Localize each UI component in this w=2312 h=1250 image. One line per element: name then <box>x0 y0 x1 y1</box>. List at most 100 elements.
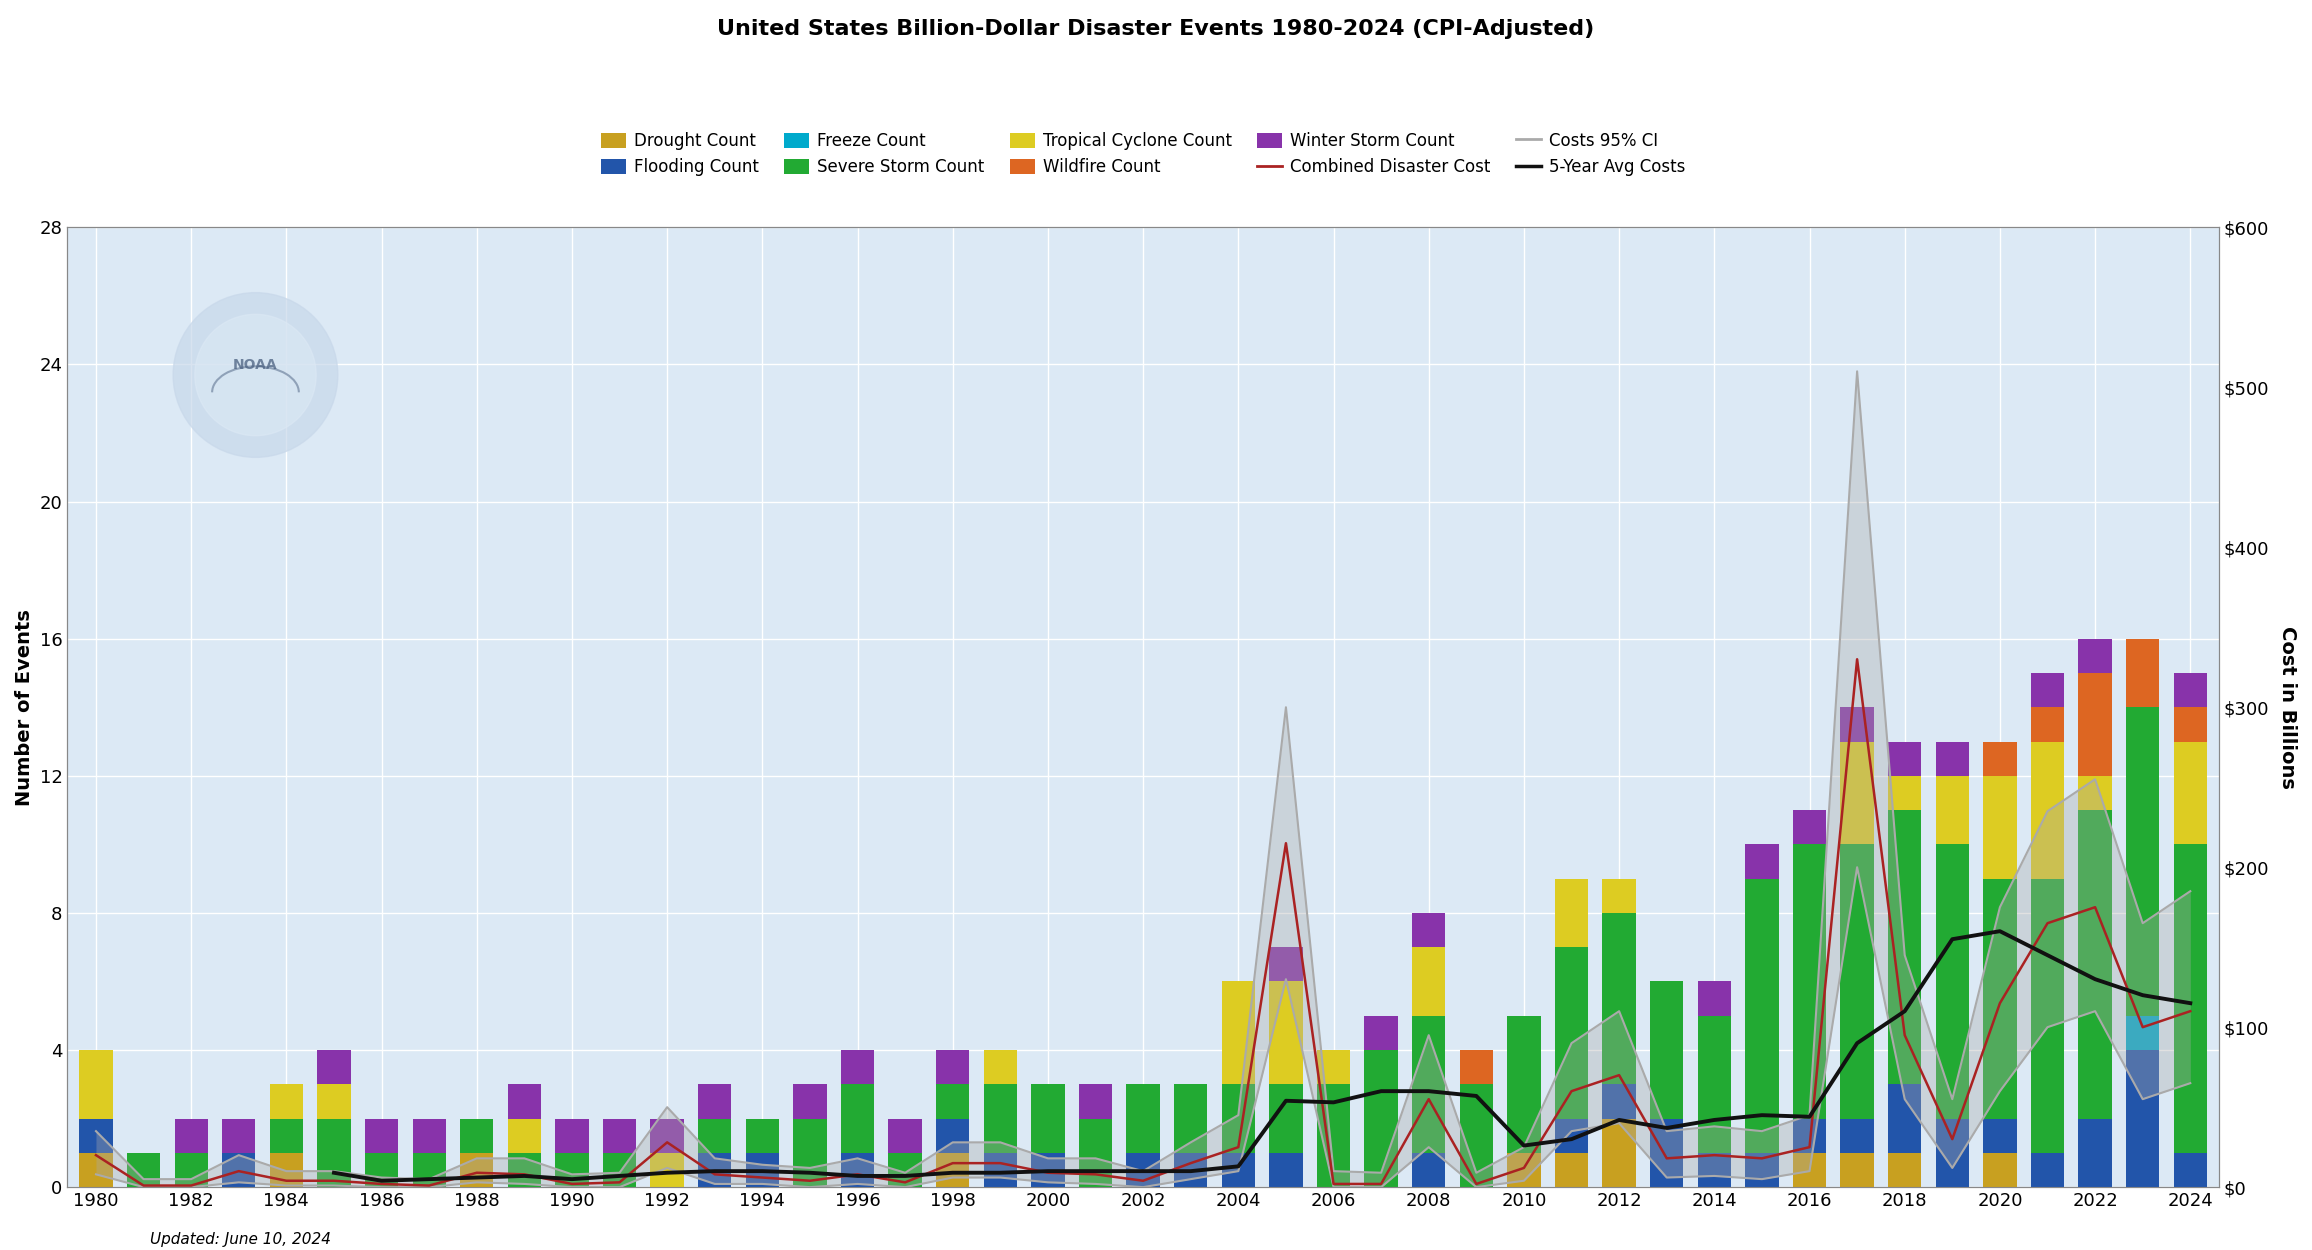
Bar <box>1602 879 1637 912</box>
Bar <box>365 1119 398 1152</box>
Bar <box>2127 1050 2159 1188</box>
Bar <box>1080 1084 1112 1119</box>
Bar <box>1792 1152 1826 1188</box>
Bar <box>2127 707 2159 1016</box>
Bar <box>650 1119 684 1152</box>
Bar <box>222 1152 254 1188</box>
Bar <box>1889 1084 1921 1152</box>
Bar <box>1221 1084 1255 1152</box>
Bar <box>1413 1016 1445 1152</box>
Bar <box>509 1152 541 1188</box>
Bar <box>1031 1152 1064 1188</box>
Bar <box>2173 1152 2208 1188</box>
Bar <box>1221 981 1255 1084</box>
Bar <box>2173 672 2208 707</box>
Bar <box>79 1119 113 1152</box>
Bar <box>1459 1084 1494 1188</box>
Bar <box>936 1050 969 1084</box>
Bar <box>1364 1050 1399 1188</box>
Bar <box>1269 1152 1302 1188</box>
Bar <box>2078 810 2111 1119</box>
Bar <box>1269 1084 1302 1152</box>
Bar <box>1507 1152 1540 1188</box>
Text: NOAA: NOAA <box>234 357 277 371</box>
Bar <box>603 1119 636 1152</box>
Bar <box>79 1050 113 1119</box>
Bar <box>317 1084 351 1119</box>
Bar <box>888 1119 922 1152</box>
Legend: Drought Count, Flooding Count, Freeze Count, Severe Storm Count, Tropical Cyclon: Drought Count, Flooding Count, Freeze Co… <box>594 125 1692 182</box>
Bar <box>2078 672 2111 776</box>
Bar <box>1935 1119 1970 1188</box>
Bar <box>1840 1119 1873 1152</box>
Bar <box>983 1152 1017 1188</box>
Bar <box>1984 1152 2016 1188</box>
Bar <box>509 1119 541 1152</box>
Bar <box>271 1119 303 1152</box>
Bar <box>365 1152 398 1188</box>
Text: Updated: June 10, 2024: Updated: June 10, 2024 <box>150 1231 331 1246</box>
Bar <box>1984 741 2016 776</box>
Y-axis label: Number of Events: Number of Events <box>14 609 35 806</box>
Bar <box>1174 1152 1207 1188</box>
Bar <box>2173 844 2208 1152</box>
Bar <box>1697 981 1732 1016</box>
Bar <box>1792 810 1826 844</box>
Bar <box>127 1152 160 1188</box>
Bar <box>1697 1016 1732 1152</box>
Bar <box>2078 776 2111 810</box>
Bar <box>1651 981 1683 1119</box>
Bar <box>2030 879 2065 1152</box>
Bar <box>1840 844 1873 1119</box>
Bar <box>2030 741 2065 879</box>
Bar <box>1602 912 1637 1084</box>
Y-axis label: Cost in Billions: Cost in Billions <box>2277 626 2298 789</box>
Bar <box>1889 1152 1921 1188</box>
Bar <box>1031 1084 1064 1152</box>
Bar <box>1126 1152 1161 1188</box>
Bar <box>1459 1050 1494 1084</box>
Bar <box>2078 1119 2111 1188</box>
Bar <box>650 1152 684 1188</box>
Bar <box>271 1152 303 1188</box>
Bar <box>412 1152 446 1188</box>
Bar <box>1556 1152 1588 1188</box>
Bar <box>1746 1152 1778 1188</box>
Bar <box>509 1084 541 1119</box>
Bar <box>888 1152 922 1188</box>
Bar <box>747 1152 779 1188</box>
Bar <box>936 1119 969 1152</box>
Bar <box>2127 1016 2159 1050</box>
Bar <box>936 1152 969 1188</box>
Bar <box>842 1152 874 1188</box>
Bar <box>460 1152 492 1188</box>
Bar <box>1840 1152 1873 1188</box>
Bar <box>1746 844 1778 879</box>
Bar <box>747 1119 779 1152</box>
Bar <box>1935 776 1970 844</box>
Bar <box>698 1119 731 1152</box>
Bar <box>1651 1119 1683 1188</box>
Bar <box>983 1084 1017 1152</box>
Bar <box>698 1084 731 1119</box>
Bar <box>1413 948 1445 1016</box>
Bar <box>1269 981 1302 1084</box>
Bar <box>2078 639 2111 672</box>
Bar <box>2173 741 2208 844</box>
Bar <box>1984 776 2016 879</box>
Bar <box>1364 1016 1399 1050</box>
Bar <box>222 1119 254 1152</box>
Bar <box>1413 1152 1445 1188</box>
Bar <box>1697 1152 1732 1188</box>
Bar <box>1889 741 1921 776</box>
Bar <box>2030 672 2065 707</box>
Text: United States Billion-Dollar Disaster Events 1980-2024 (CPI-Adjusted): United States Billion-Dollar Disaster Ev… <box>717 19 1595 39</box>
Bar <box>603 1152 636 1188</box>
Bar <box>1318 1050 1350 1084</box>
Bar <box>1984 1119 2016 1152</box>
Bar <box>460 1119 492 1152</box>
Bar <box>317 1050 351 1084</box>
Bar <box>1221 1152 1255 1188</box>
Bar <box>983 1050 1017 1084</box>
Bar <box>2030 1152 2065 1188</box>
